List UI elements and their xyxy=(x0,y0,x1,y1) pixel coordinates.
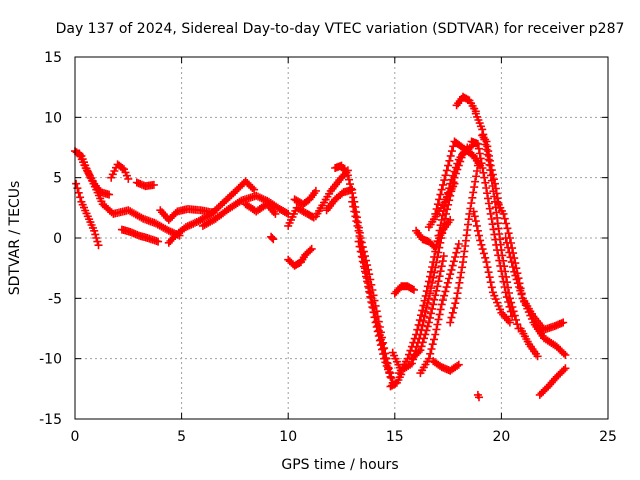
series-track-3 xyxy=(75,149,114,199)
point-markers xyxy=(431,137,485,218)
series-track-27 xyxy=(429,357,463,375)
point-markers xyxy=(284,244,316,270)
x-tick-label: 5 xyxy=(177,429,186,445)
point-markers xyxy=(390,282,418,298)
point-markers xyxy=(416,240,463,378)
point-markers xyxy=(117,225,163,246)
series-track-10 xyxy=(241,200,280,218)
series-track-38 xyxy=(516,324,542,361)
series-track-23 xyxy=(390,282,418,298)
series-track-39 xyxy=(535,364,570,399)
point-markers xyxy=(267,232,278,244)
point-markers xyxy=(75,149,114,199)
series-track-2 xyxy=(72,179,103,250)
chart-title: Day 137 of 2024, Sidereal Day-to-day VTE… xyxy=(56,21,625,37)
series-track-8 xyxy=(156,205,218,224)
series-track-26 xyxy=(412,215,455,252)
point-markers xyxy=(501,234,570,359)
data-points xyxy=(71,92,570,402)
y-tick-label: 10 xyxy=(44,110,62,126)
series-track-30 xyxy=(446,161,482,327)
series-track-37 xyxy=(501,234,570,359)
x-tick-label: 0 xyxy=(71,429,80,445)
series-track-14 xyxy=(284,244,316,270)
series-track-19 xyxy=(354,237,395,381)
y-tick-label: -15 xyxy=(39,412,62,428)
point-markers xyxy=(407,252,448,363)
point-markers xyxy=(535,364,570,399)
point-markers xyxy=(412,215,455,252)
point-markers xyxy=(467,137,517,321)
y-tick-label: 15 xyxy=(44,50,62,66)
x-tick-label: 20 xyxy=(492,429,510,445)
x-axis-label: GPS time / hours xyxy=(281,457,398,473)
point-markers xyxy=(198,191,293,230)
series-track-25 xyxy=(416,240,463,378)
point-markers xyxy=(241,200,280,218)
series-track-5 xyxy=(132,178,158,191)
series-track-34 xyxy=(469,207,514,327)
series-track-29 xyxy=(431,137,485,218)
point-markers xyxy=(132,178,158,191)
series-track-6 xyxy=(117,225,163,246)
point-markers xyxy=(156,205,218,224)
series-track-31 xyxy=(452,92,480,116)
series-track-13 xyxy=(290,186,320,209)
point-markers xyxy=(446,161,482,327)
point-markers xyxy=(164,177,259,247)
point-markers xyxy=(72,179,103,250)
axis-ticks: 0 5 10 15 20 25 -15 -10 -5 0 5 10 15 xyxy=(39,50,617,445)
series-track-24 xyxy=(407,252,448,363)
y-tick-label: 5 xyxy=(53,171,62,187)
point-markers xyxy=(469,207,514,327)
x-tick-label: 25 xyxy=(599,429,617,445)
y-tick-label: 0 xyxy=(53,231,62,247)
x-tick-label: 10 xyxy=(279,429,297,445)
y-tick-label: -10 xyxy=(39,352,62,368)
series-track-11 xyxy=(267,232,278,244)
series-track-4 xyxy=(107,160,133,183)
y-tick-label: -5 xyxy=(48,291,62,307)
series-track-40 xyxy=(473,390,483,402)
y-axis-label: SDTVAR / TECUs xyxy=(7,181,23,296)
series-track-33 xyxy=(467,137,517,321)
point-markers xyxy=(107,160,133,183)
point-markers xyxy=(452,92,480,116)
series-track-7 xyxy=(164,177,259,247)
point-markers xyxy=(354,237,395,381)
x-tick-label: 15 xyxy=(386,429,404,445)
point-markers xyxy=(516,324,542,361)
point-markers xyxy=(473,390,483,402)
point-markers xyxy=(429,357,463,375)
point-markers xyxy=(290,186,320,209)
series-track-9 xyxy=(198,191,293,230)
